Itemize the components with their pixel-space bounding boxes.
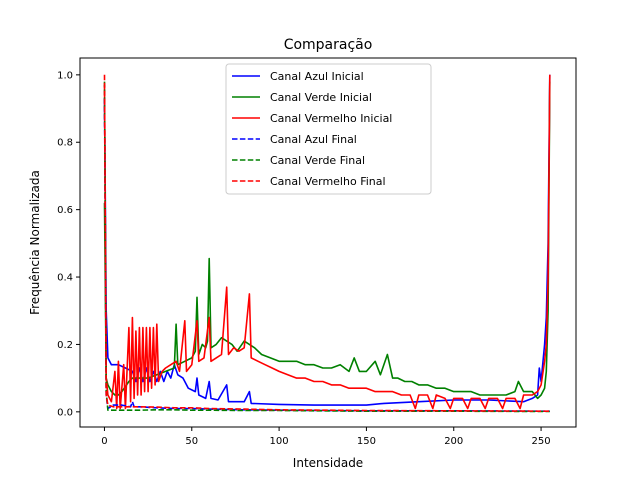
x-tick-label: 250	[532, 436, 551, 447]
legend-label-5: Canal Verde Final	[270, 154, 365, 167]
series-line-2	[103, 81, 551, 400]
y-tick-label: 0.4	[57, 273, 73, 284]
plot-frame	[79, 57, 577, 428]
y-tick-label: 0.0	[57, 407, 73, 418]
legend-label-2: Canal Verde Inicial	[270, 91, 372, 104]
x-axis: 0 50 100 150 200 250	[101, 427, 551, 447]
y-tick-label: 0.2	[57, 340, 73, 351]
x-tick-label: 0	[101, 436, 107, 447]
legend-box	[225, 63, 432, 195]
y-axis: 0.0 0.2 0.4 0.6 0.8 1.0	[57, 70, 80, 418]
x-axis-label: Intensidade	[293, 456, 363, 470]
y-tick-label: 0.6	[57, 205, 73, 216]
legend-label-3: Canal Vermelho Inicial	[270, 112, 392, 125]
y-axis-label: Frequência Normalizada	[28, 170, 42, 315]
x-tick-label: 200	[444, 436, 463, 447]
series-line-5	[103, 81, 550, 413]
x-tick-label: 100	[270, 436, 289, 447]
series-line-6	[103, 74, 550, 412]
legend-label-4: Canal Azul Final	[270, 133, 357, 146]
legend-label-6: Canal Vermelho Final	[270, 175, 386, 188]
y-tick-label: 0.8	[57, 138, 73, 149]
chart-title: Comparação	[284, 37, 373, 53]
series-line-4	[103, 98, 550, 412]
y-tick-label: 1.0	[57, 70, 73, 81]
legend-label-1: Canal Azul Inicial	[270, 70, 364, 83]
x-tick-label: 50	[185, 436, 198, 447]
series-layer	[103, 74, 551, 413]
legend: Canal Azul Inicial Canal Verde Inicial Can…	[225, 63, 432, 195]
series-line-3	[103, 74, 551, 410]
x-tick-label: 150	[357, 436, 376, 447]
